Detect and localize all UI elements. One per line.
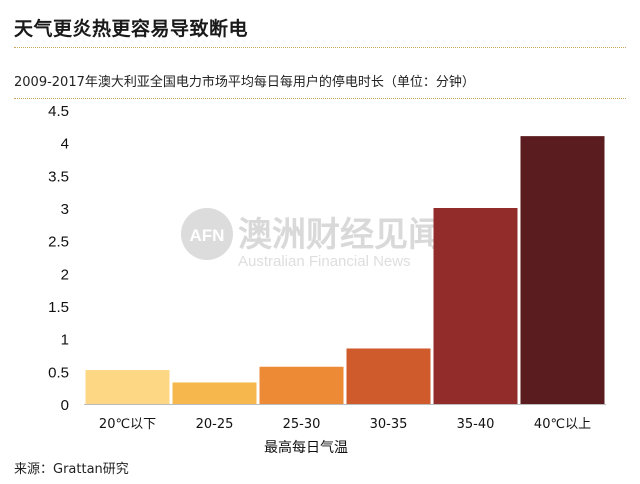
source-note: 来源：Grattan研究 — [14, 462, 129, 477]
bar — [520, 136, 605, 404]
title-divider — [14, 47, 626, 48]
y-tick-label: 0.5 — [48, 364, 69, 381]
y-tick-label: 3.5 — [48, 168, 69, 185]
x-category-label: 20-25 — [196, 417, 234, 432]
bar — [85, 370, 170, 404]
y-tick-label: 3 — [61, 201, 69, 218]
y-tick-label: 0 — [61, 397, 69, 414]
watermark-name-cn: 澳洲财经见闻 — [238, 215, 442, 255]
y-tick-label: 2 — [61, 266, 69, 283]
x-category-label: 30-35 — [370, 417, 408, 432]
y-axis-ticks: 0 0.5 1 1.5 2 2.5 3 3.5 4 4.5 — [48, 103, 69, 414]
y-tick-label: 1 — [61, 332, 69, 349]
x-category-label: 40℃以上 — [534, 417, 591, 432]
watermark-logo-text: AFN — [190, 226, 225, 245]
bar — [172, 382, 257, 404]
subtitle-divider — [14, 98, 626, 99]
watermark: AFN 澳洲财经见闻 Australian Financial News — [181, 208, 442, 270]
y-tick-label: 2.5 — [48, 234, 69, 251]
page-title: 天气更炎热更容易导致断电 — [14, 18, 249, 40]
bars — [84, 136, 606, 405]
bar — [259, 366, 344, 404]
y-tick-label: 4 — [61, 136, 69, 153]
x-category-label: 25-30 — [283, 417, 321, 432]
y-tick-label: 4.5 — [48, 103, 69, 120]
y-tick-label: 1.5 — [48, 299, 69, 316]
watermark-logo-circle — [181, 208, 233, 260]
x-category-label: 35-40 — [457, 417, 495, 432]
bar — [346, 348, 431, 404]
x-category-label: 20℃以下 — [99, 417, 156, 432]
chart-subtitle: 2009-2017年澳大利亚全国电力市场平均每日每用户的停电时长（单位：分钟） — [14, 75, 475, 90]
x-axis-label: 最高每日气温 — [264, 439, 348, 456]
bar — [433, 208, 518, 404]
x-axis-categories: 20℃以下 20-25 25-30 30-35 35-40 40℃以上 — [99, 417, 591, 432]
watermark-name-en: Australian Financial News — [238, 253, 411, 270]
